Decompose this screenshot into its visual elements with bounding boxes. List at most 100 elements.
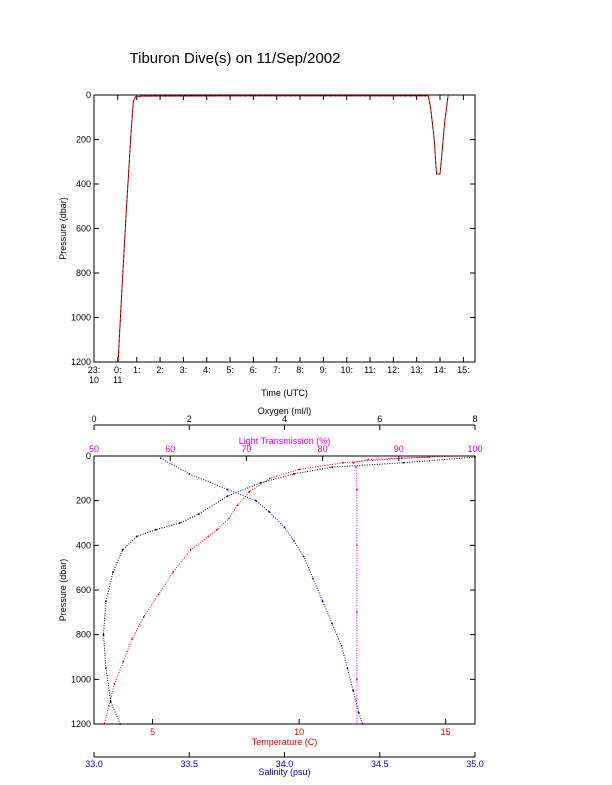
salinity-tick-label: 34.0 xyxy=(276,759,294,769)
temperature-point xyxy=(400,457,403,460)
salinity-point xyxy=(268,510,271,513)
oxygen-point xyxy=(293,473,295,475)
light-tick-label: 70 xyxy=(241,444,251,454)
temperature-point xyxy=(248,490,251,493)
oxygen-tick-label: 8 xyxy=(472,414,477,424)
salinity-point xyxy=(331,622,333,625)
plot-frame xyxy=(93,94,476,363)
light-point xyxy=(356,678,358,681)
salinity-point xyxy=(340,644,343,647)
x-tick-label: 1: xyxy=(133,365,141,375)
ctd-profile-chart: 0 200 400 600 800 1000 1200 Pressure (dbar) 0 2 4 6… xyxy=(58,406,484,777)
oxygen-point xyxy=(102,633,105,636)
x-tick-label: 15: xyxy=(457,365,470,375)
y-tick-label: 0 xyxy=(86,90,91,100)
dive-series-trace xyxy=(117,94,449,363)
oxygen-tick-label: 0 xyxy=(91,414,96,424)
salinity-point xyxy=(188,473,191,475)
salinity-point xyxy=(283,526,286,529)
temperature-point xyxy=(459,455,462,457)
temperature-point xyxy=(298,468,301,471)
salinity-point xyxy=(352,689,354,692)
salinity-point xyxy=(159,457,162,460)
y-tick-label: 200 xyxy=(76,135,91,145)
x-tick-label: 3: xyxy=(180,365,188,375)
salinity-point xyxy=(226,488,229,491)
oxygen-point xyxy=(197,513,200,515)
x-tick-label: 11 xyxy=(113,375,122,385)
temperature-point xyxy=(207,535,210,538)
oxygen-point xyxy=(136,535,138,538)
temperature-point xyxy=(172,571,175,573)
y-tick-label: 800 xyxy=(76,268,91,278)
salinity-point xyxy=(357,711,360,714)
salinity-series-line xyxy=(160,457,364,725)
temperature-point xyxy=(227,517,230,520)
oxygen-point xyxy=(121,548,124,551)
oxygen-tick-label: 6 xyxy=(377,414,382,424)
plot-frame xyxy=(93,455,476,725)
oxygen-tick-label: 2 xyxy=(187,414,192,424)
temperature-point xyxy=(113,682,116,685)
temperature-point xyxy=(142,615,145,618)
temperature-point xyxy=(107,705,110,707)
salinity-tick-label: 33.0 xyxy=(85,759,103,769)
oxygen-point xyxy=(331,466,333,469)
salinity-point xyxy=(346,667,349,670)
x-axis-label: Time (UTC) xyxy=(261,388,308,398)
y-tick-label: 1200 xyxy=(71,357,91,367)
light-tick-label: 50 xyxy=(89,444,99,454)
temperature-axis-label: Temperature (C) xyxy=(252,737,318,747)
oxygen-point xyxy=(155,528,157,531)
y-tick-label: 1000 xyxy=(71,313,91,323)
oxygen-axis-label: Oxygen (ml/l) xyxy=(258,406,312,416)
oxygen-point xyxy=(119,723,122,725)
page-title: Tiburon Dive(s) on 11/Sep/2002 xyxy=(129,50,341,67)
oxygen-point xyxy=(402,461,405,464)
oxygen-point xyxy=(112,571,114,573)
salinity-tick-label: 35.0 xyxy=(466,759,484,769)
temperature-tick-label: 5 xyxy=(150,727,155,737)
temperature-series-line xyxy=(103,455,461,725)
oxygen-point xyxy=(178,522,181,524)
x-tick-label: 13: xyxy=(410,365,423,375)
x-tick-label: 6: xyxy=(250,365,258,375)
x-tick-label: 9: xyxy=(320,365,328,375)
y-tick-label: 800 xyxy=(76,630,91,640)
light-tick-label: 60 xyxy=(165,444,175,454)
dive-series-line xyxy=(117,94,449,363)
x-tick-label: 14: xyxy=(434,365,447,375)
y-tick-label: 200 xyxy=(76,496,91,506)
salinity-point xyxy=(361,723,364,725)
temperature-point xyxy=(216,528,219,531)
temperature-tick-label: 15 xyxy=(441,727,451,737)
x-tick-label: 23: xyxy=(88,365,101,375)
salinity-point xyxy=(312,577,314,580)
y-tick-label: 600 xyxy=(76,585,91,595)
light-axis-label: Light Transmission (%) xyxy=(239,436,331,446)
salinity-point xyxy=(255,499,257,502)
light-point xyxy=(356,611,358,614)
y-tick-label: 0 xyxy=(86,451,91,461)
x-tick-label: 11: xyxy=(364,365,376,375)
salinity-point xyxy=(302,555,305,558)
x-tick-label: 2: xyxy=(156,365,164,375)
oxygen-point xyxy=(226,495,229,498)
oxygen-point xyxy=(259,481,262,484)
salinity-tick-label: 34.5 xyxy=(371,759,389,769)
light-point xyxy=(356,723,358,725)
temperature-point xyxy=(157,593,160,596)
salinity-axis-label: Salinity (psu) xyxy=(258,767,310,777)
light-tick-label: 100 xyxy=(467,444,482,454)
light-tick-label: 90 xyxy=(394,444,404,454)
temperature-point xyxy=(268,477,271,480)
x-tick-label: 10: xyxy=(340,365,353,375)
temperature-point xyxy=(236,504,239,506)
light-series-line xyxy=(352,456,430,724)
x-tick-label: 8: xyxy=(296,365,304,375)
light-point xyxy=(356,488,358,491)
y-tick-label: 1000 xyxy=(71,674,91,684)
oxygen-point xyxy=(474,456,476,458)
temperature-tick-label: 10 xyxy=(294,727,304,737)
